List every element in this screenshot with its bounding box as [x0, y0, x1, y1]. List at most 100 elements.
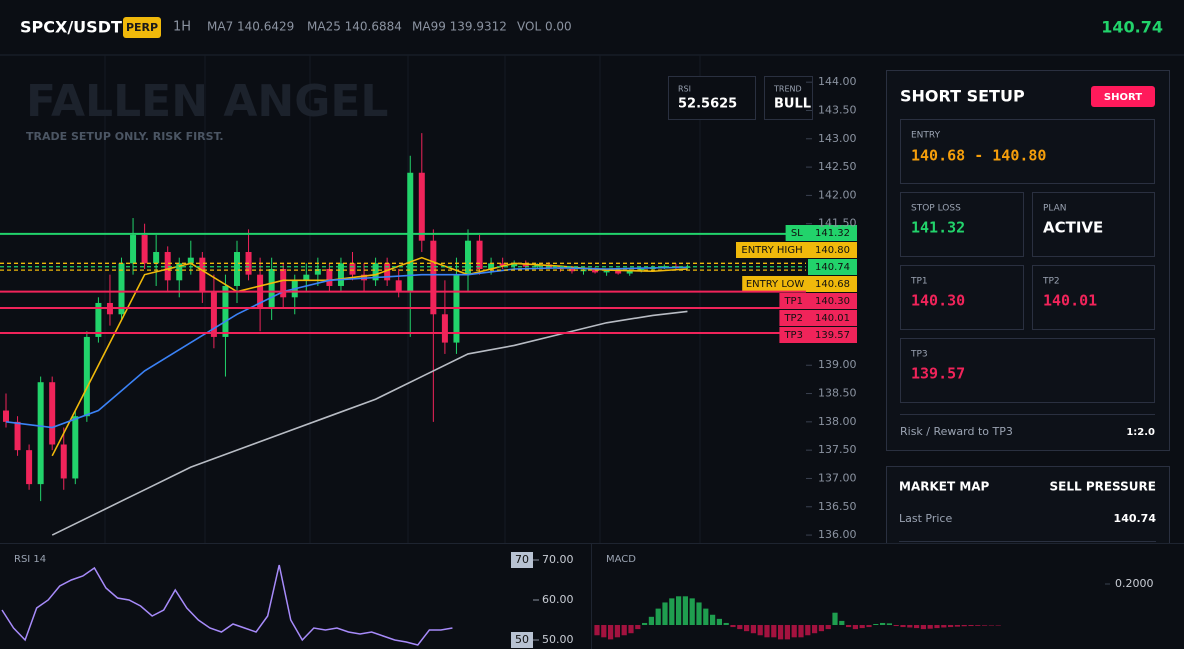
macd-bar [716, 618, 722, 626]
macd-bar [676, 596, 682, 626]
y-tick-label: 70.00 [542, 553, 574, 566]
band-marker-bg [511, 632, 533, 648]
macd-bar [825, 625, 831, 630]
ma-line [51, 310, 688, 536]
macd-bar [995, 625, 1001, 626]
y-tick-label: 144.00 [818, 75, 857, 88]
level-price-bg [808, 242, 857, 258]
level-name: TP3 [783, 330, 803, 341]
candle-body [418, 172, 425, 241]
candle-body [511, 263, 518, 267]
level-price: 140.80 [815, 245, 850, 256]
macd-bar [839, 620, 845, 626]
short-badge[interactable]: SHORT [1104, 92, 1142, 103]
macd-bar [614, 625, 620, 638]
sl-value: 141.32 [911, 219, 965, 237]
levels: 141.32 SL 140.80 ENTRY HIGH 140.74 140.68 ENTR… [0, 225, 857, 343]
level-price-bg [808, 225, 857, 241]
candle-body [638, 268, 645, 271]
y-tick-label: 137.50 [818, 443, 857, 456]
overlay: FALLEN ANGEL TRADE SETUP ONLY. RISK FIRS… [26, 76, 813, 143]
macd-bar [975, 625, 981, 626]
level-price-bg [808, 293, 857, 309]
y-tick-label: 139.00 [818, 358, 857, 371]
interval[interactable]: 1H [173, 20, 191, 35]
level-name: SL [791, 228, 803, 239]
candle-body [268, 268, 275, 309]
candle-body [499, 263, 506, 267]
macd-bar [934, 625, 940, 629]
macd-bar [621, 625, 627, 636]
candle-body [314, 268, 321, 275]
level-price: 140.30 [815, 296, 850, 307]
level-name-bg [736, 242, 808, 258]
y-tick-label: 50.00 [542, 633, 574, 646]
rsi-line [1, 564, 453, 646]
macd-bar [798, 625, 804, 638]
macd-bar [954, 625, 960, 627]
entry-label: ENTRY [911, 131, 941, 141]
level-name: TP2 [783, 313, 803, 324]
header: SPCX/USDT PERP 1H MA7 140.6429 MA25 140.… [0, 17, 1184, 56]
macd-bar [907, 625, 913, 628]
sl-card [900, 192, 1024, 257]
y-tick-label: 143.50 [818, 103, 857, 116]
candle-body [49, 382, 56, 445]
sl-label: STOP LOSS [911, 204, 961, 214]
level-name-bg [785, 225, 808, 241]
level-price-bg [808, 276, 857, 292]
y-tick-label: 138.00 [818, 415, 857, 428]
tp2-label: TP2 [1042, 277, 1060, 287]
macd-bar [941, 625, 947, 628]
candle-body [430, 240, 437, 315]
symbol[interactable]: SPCX/USDT [20, 18, 122, 37]
level-name-bg [779, 293, 808, 309]
macd-bar [886, 623, 892, 626]
y-tick-label: 137.00 [818, 471, 857, 484]
candle-body [522, 263, 529, 267]
macd-bar [757, 625, 763, 636]
short-badge-bg[interactable] [1091, 86, 1155, 107]
macd-bar [873, 623, 879, 626]
macd-bar [594, 625, 600, 636]
tp1-card [900, 265, 1024, 330]
macd-bar [948, 625, 954, 628]
candle-body [234, 252, 240, 286]
y-tick-label: 136.00 [818, 528, 857, 541]
band-marker-bg [511, 552, 533, 568]
level-price-bg [808, 259, 857, 275]
y-tick-label: 141.50 [818, 217, 857, 230]
band-marker: 50 [515, 633, 529, 646]
level-name-bg [742, 276, 808, 292]
candle-body [615, 270, 622, 274]
macd-bar [744, 625, 750, 632]
macd-bar [982, 625, 988, 626]
candle-body [407, 172, 414, 292]
candle-body [210, 291, 217, 337]
tp3-card [900, 338, 1155, 403]
y-tick-label: 138.50 [818, 387, 857, 400]
candle-body [661, 266, 668, 268]
macd-bar [968, 625, 974, 627]
level-price: 141.32 [815, 228, 850, 239]
macd-bar [880, 622, 886, 626]
candle-body [153, 252, 160, 264]
market-status: SELL PRESSURE [1050, 480, 1156, 494]
candle-body [337, 263, 344, 286]
trend-value: BULL [774, 97, 811, 112]
watermark: FALLEN ANGEL [26, 76, 388, 127]
level-price-bg [808, 327, 857, 343]
tp2-card [1032, 265, 1155, 330]
plan-card [1032, 192, 1155, 257]
candle-body [592, 269, 599, 273]
candle-body [534, 264, 541, 267]
macd-title: MACD [606, 554, 636, 565]
macd-bar [662, 602, 668, 626]
candle-body [222, 285, 229, 337]
last-price-label: Last Price [899, 512, 952, 525]
rsi-label: RSI [678, 85, 691, 94]
level-name-bg [779, 327, 808, 343]
y-tick-label: 136.50 [818, 500, 857, 513]
plan-value: ACTIVE [1043, 219, 1103, 237]
